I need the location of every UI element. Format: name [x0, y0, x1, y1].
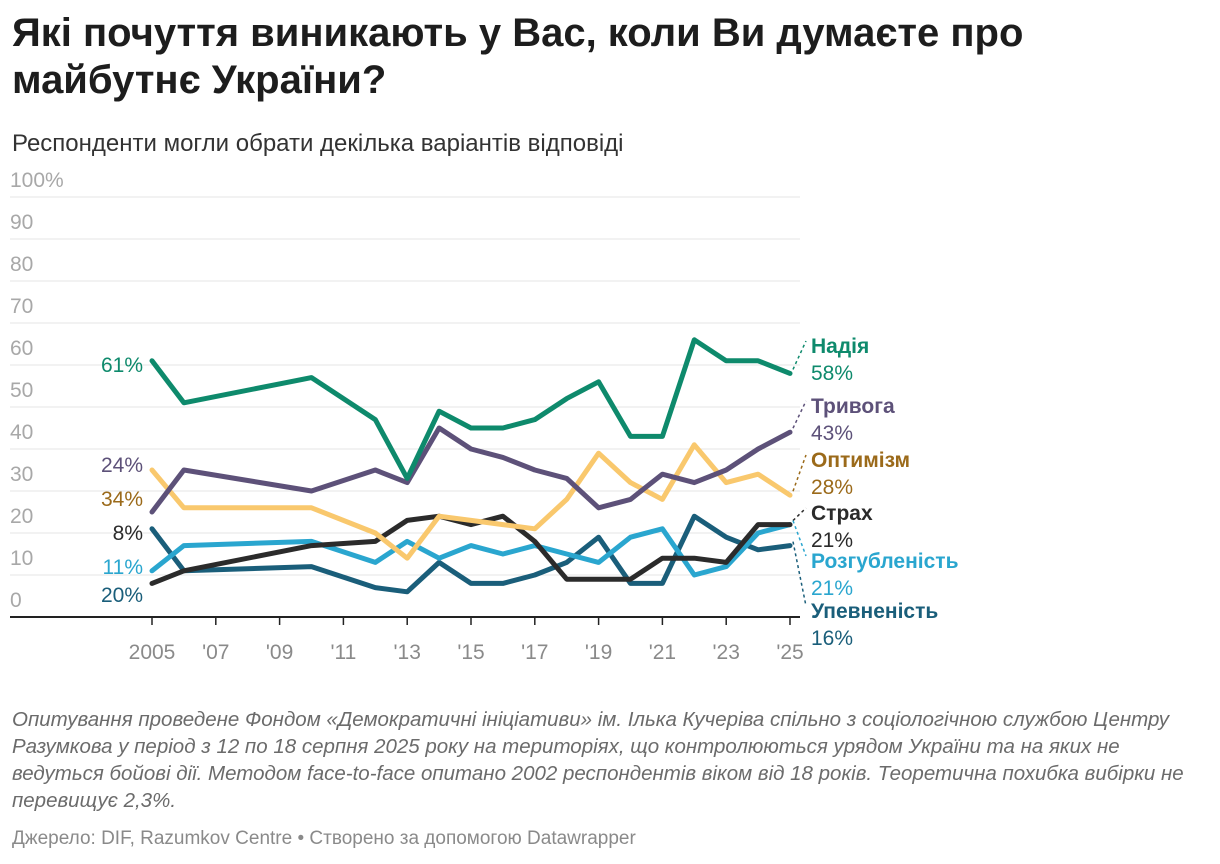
source-credit: Джерело: DIF, Razumkov Centre • Створено… [12, 828, 636, 849]
x-tick-label: '25 [776, 641, 803, 664]
y-tick-label: 100% [10, 170, 64, 192]
y-tick-label: 20 [10, 505, 33, 528]
series-end-value: 21% [811, 577, 853, 600]
y-tick-label: 40 [10, 421, 33, 444]
series-name-label: Оптимізм [811, 449, 910, 472]
label-leader [792, 454, 807, 492]
x-tick-label: '07 [202, 641, 229, 664]
series-name-label: Упевненість [811, 600, 938, 623]
x-tick-label: '09 [266, 641, 293, 664]
x-tick-label: '23 [713, 641, 740, 664]
label-leader [792, 507, 807, 522]
label-leader [792, 400, 807, 429]
y-tick-label: 10 [10, 547, 33, 570]
x-tick-label: '21 [649, 641, 676, 664]
series-start-value: 8% [113, 522, 143, 545]
series-name-label: Розгубленість [811, 550, 959, 573]
series-start-value: 24% [101, 454, 143, 477]
x-tick-label: '19 [585, 641, 612, 664]
series-line [149, 513, 793, 586]
methodology-note: Опитування проведене Фондом «Демократичн… [12, 708, 1184, 812]
series-end-value: 21% [811, 529, 853, 552]
x-tick-label: '17 [521, 641, 548, 664]
x-tick-label: '11 [330, 641, 356, 664]
series-line [149, 522, 793, 578]
series-name-label: Тривога [811, 395, 895, 418]
y-tick-label: 30 [10, 463, 33, 486]
label-leader [792, 520, 807, 557]
series-labels: Надія 58% 61% Тривога 43% 24% Оптимізм 28% 34% Ст… [101, 335, 959, 650]
x-tick-label: '15 [457, 641, 484, 664]
chart-subtitle: Респонденти могли обрати декілька варіан… [12, 130, 624, 157]
label-leader [792, 340, 807, 370]
series-end-value: 28% [811, 476, 853, 499]
series-end-value: 43% [811, 422, 853, 445]
series-start-value: 61% [101, 354, 143, 377]
series-line [149, 442, 793, 561]
series-name-label: Страх [811, 502, 873, 525]
series-start-value: 34% [101, 488, 143, 511]
series-end-value: 16% [811, 627, 853, 650]
x-axis-ticks: 2005 '07 '09 '11 '13 '15 '17 '19 '21 '23 '25 [129, 617, 804, 664]
chart-title: Які почуття виникають у Вас, коли Ви дум… [12, 11, 1024, 102]
x-tick-label: 2005 [129, 641, 176, 664]
y-tick-label: 50 [10, 379, 33, 402]
series-start-value: 20% [101, 584, 143, 607]
series-end-value: 58% [811, 362, 853, 385]
series-line [149, 513, 793, 595]
series-lines [149, 337, 793, 595]
y-axis-ticks: 100% 90 80 70 60 50 40 30 20 10 0 [10, 170, 64, 612]
y-tick-label: 90 [10, 211, 33, 234]
series-line [149, 425, 793, 515]
y-tick-label: 80 [10, 253, 33, 276]
x-tick-label: '13 [394, 641, 421, 664]
series-start-value: 11% [103, 556, 143, 579]
label-leader [792, 541, 807, 607]
y-tick-label: 70 [10, 295, 33, 318]
series-name-label: Надія [811, 335, 869, 358]
y-tick-label: 60 [10, 337, 33, 360]
series-line [149, 337, 793, 481]
y-tick-label: 0 [10, 589, 22, 612]
line-chart: 100% 90 80 70 60 50 40 30 20 10 0 2005 '07 '09 '11 '13… [10, 170, 959, 664]
